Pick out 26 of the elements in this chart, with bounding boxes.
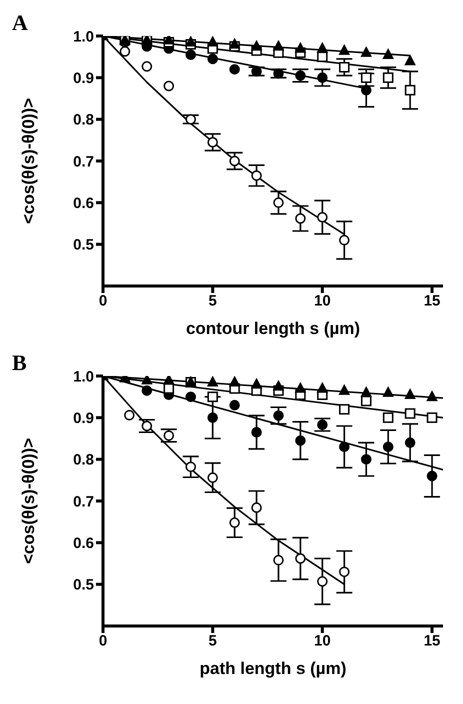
y-tick-label: 0.5 <box>73 236 94 254</box>
y-tick-label: 1.0 <box>73 368 94 386</box>
y-tick-label: 0.9 <box>73 70 94 87</box>
chart-title: B <box>12 350 27 376</box>
x-tick-label: 10 <box>314 632 331 650</box>
y-tick-label: 0.6 <box>73 534 94 552</box>
x-axis-title: contour length s (µm) <box>186 319 360 338</box>
y-tick-label: 0.6 <box>73 194 94 212</box>
x-tick-label: 15 <box>424 292 440 310</box>
x-tick-label: 5 <box>208 292 217 310</box>
x-tick-label: 0 <box>98 292 108 310</box>
y-tick-label: 0.8 <box>73 112 94 129</box>
x-tick-label: 0 <box>98 632 108 650</box>
y-tick-label: 0.9 <box>73 410 94 427</box>
y-tick-label: 1.0 <box>73 28 94 46</box>
chart-title: A <box>12 10 28 36</box>
y-tick-label: 0.7 <box>73 153 94 170</box>
x-tick-label: 10 <box>314 292 331 310</box>
y-tick-label: 0.8 <box>73 452 94 469</box>
y-tick-label: 0.7 <box>73 493 94 510</box>
x-tick-label: 15 <box>424 632 440 650</box>
y-axis-title: <cos(θ(s)-θ(0))> <box>19 98 38 224</box>
x-axis-title: path length s (µm) <box>200 659 346 678</box>
y-tick-label: 0.5 <box>73 576 94 594</box>
y-axis-title: <cos(θ(s)-θ(0))> <box>19 438 38 564</box>
x-tick-label: 5 <box>208 632 217 650</box>
